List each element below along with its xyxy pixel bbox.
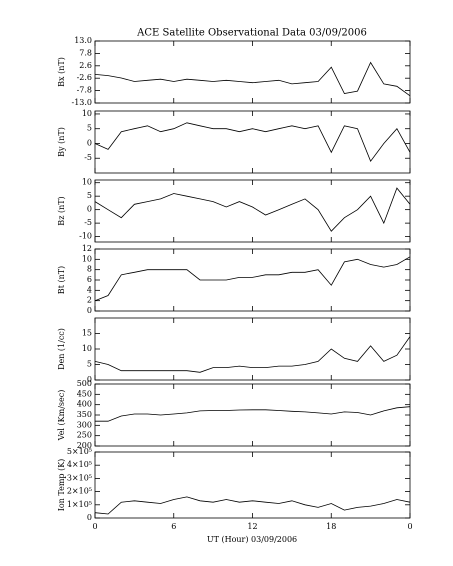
y-tick-label: 6 bbox=[87, 275, 92, 284]
y-axis-label: Ion Temp (K) bbox=[57, 459, 66, 512]
y-tick-label: 5 bbox=[87, 191, 92, 200]
y-axis-label: Den (1/cc) bbox=[57, 328, 66, 370]
y-tick-label: -13.0 bbox=[71, 98, 92, 107]
y-axis-label: Bt (nT) bbox=[57, 266, 66, 294]
x-tick-label: 6 bbox=[171, 522, 176, 531]
data-line bbox=[94, 61, 411, 97]
data-line bbox=[95, 406, 411, 422]
y-tick-label: 4 bbox=[87, 285, 92, 294]
y-tick-label: 2.6 bbox=[79, 61, 92, 70]
y-tick-label: 4×10⁵ bbox=[67, 460, 92, 469]
y-tick-label: 250 bbox=[77, 431, 92, 440]
y-tick-label: 400 bbox=[77, 400, 92, 409]
x-axis-label: UT (Hour) 03/09/2006 bbox=[207, 535, 297, 544]
y-tick-label: 0 bbox=[87, 138, 92, 147]
y-tick-label: 7.8 bbox=[79, 48, 92, 57]
y-tick-label: -2.6 bbox=[77, 73, 92, 82]
y-tick-label: 3×10⁵ bbox=[67, 473, 92, 482]
x-tick-label: 0 bbox=[92, 522, 97, 531]
y-tick-label: 2 bbox=[87, 296, 92, 305]
y-tick-label: -7.8 bbox=[77, 86, 92, 95]
y-tick-label: 5 bbox=[87, 360, 92, 369]
data-line bbox=[94, 496, 411, 515]
data-line bbox=[94, 336, 411, 373]
y-tick-label: 500 bbox=[77, 379, 92, 388]
y-tick-label: 10 bbox=[82, 109, 92, 118]
x-tick-label: 12 bbox=[247, 522, 257, 531]
data-line bbox=[94, 187, 411, 232]
y-tick-label: 10 bbox=[82, 344, 92, 353]
y-tick-label: 8 bbox=[87, 265, 92, 274]
chart-title: ACE Satellite Observational Data 03/09/2… bbox=[136, 28, 367, 39]
y-axis-label: Bx (nT) bbox=[57, 57, 66, 87]
y-tick-label: 0 bbox=[87, 306, 92, 315]
y-tick-label: -5 bbox=[84, 218, 92, 227]
y-tick-label: 200 bbox=[77, 441, 92, 450]
y-axis-label: Vel (Km/sec) bbox=[57, 390, 66, 442]
y-tick-label: 5×10⁵ bbox=[67, 447, 92, 456]
y-tick-label: 0 bbox=[87, 375, 92, 384]
y-tick-label: 450 bbox=[77, 389, 92, 398]
y-tick-label: 10 bbox=[82, 178, 92, 187]
x-tick-label: 18 bbox=[326, 522, 336, 531]
data-line bbox=[94, 122, 411, 163]
y-tick-label: 0 bbox=[87, 205, 92, 214]
y-tick-label: 15 bbox=[82, 329, 92, 338]
y-tick-label: 300 bbox=[77, 420, 92, 429]
y-axis-label: Bz (nT) bbox=[57, 196, 66, 225]
y-tick-label: 10 bbox=[82, 254, 92, 263]
y-tick-label: -5 bbox=[84, 153, 92, 162]
y-tick-label: 350 bbox=[77, 410, 92, 419]
y-tick-label: 1×10⁵ bbox=[67, 500, 92, 509]
y-tick-label: 0 bbox=[87, 513, 92, 522]
y-tick-label: -10 bbox=[79, 232, 92, 241]
y-tick-label: 12 bbox=[82, 244, 92, 253]
y-tick-label: 13.0 bbox=[74, 36, 92, 45]
y-tick-label: 5 bbox=[87, 124, 92, 133]
y-tick-label: 2×10⁵ bbox=[67, 487, 92, 496]
data-line bbox=[94, 256, 411, 302]
x-tick-label: 0 bbox=[407, 522, 412, 531]
y-axis-label: By (nT) bbox=[57, 127, 66, 157]
